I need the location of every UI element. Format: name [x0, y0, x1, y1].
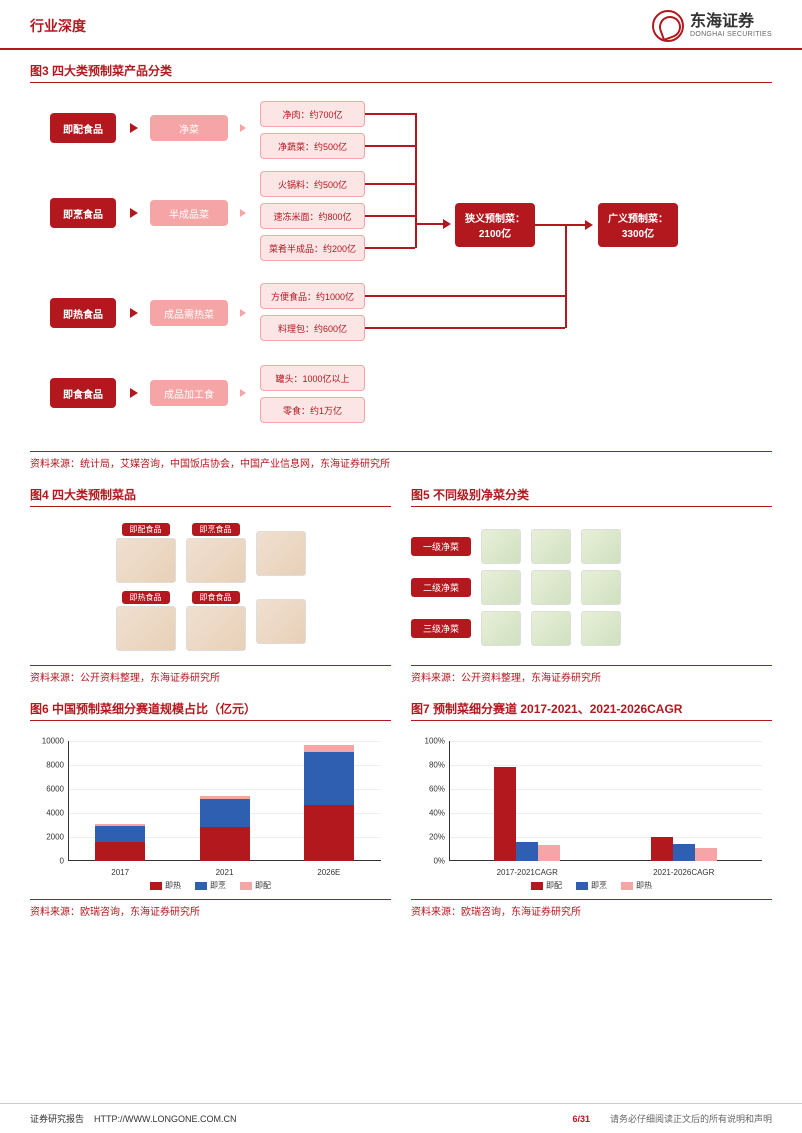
fig4-title: 图4 四大类预制菜品: [30, 486, 391, 507]
food-image: [116, 606, 176, 651]
fig5-title: 图5 不同级别净菜分类: [411, 486, 772, 507]
fc-sub-1: 净菜: [150, 115, 228, 141]
arrow-icon: [240, 124, 246, 132]
fig3-title: 图3 四大类预制菜产品分类: [30, 62, 772, 83]
fig7-source: 资料来源：欧瑞咨询，东海证券研究所: [411, 899, 772, 918]
arrow-icon: [443, 219, 451, 229]
fc-detail: 罐头：1000亿以上: [260, 365, 365, 391]
veg-image: [581, 570, 621, 605]
fc-detail: 净肉：约700亿: [260, 101, 365, 127]
arrow-icon: [130, 208, 138, 218]
fc-detail: 零食：约1万亿: [260, 397, 365, 423]
page-header: 行业深度 东海证券 DONGHAI SECURITIES: [0, 0, 802, 50]
fig6-title: 图6 中国预制菜细分赛道规模占比（亿元）: [30, 700, 391, 721]
food-image: [116, 538, 176, 583]
veg-image: [581, 529, 621, 564]
fc-narrow: 狭义预制菜：2100亿: [455, 203, 535, 247]
arrow-icon: [585, 220, 593, 230]
arrow-icon: [130, 388, 138, 398]
fig4-source: 资料来源：公开资料整理，东海证券研究所: [30, 665, 391, 684]
food-image: [256, 531, 306, 576]
veg-image: [581, 611, 621, 646]
footer-report-label: 证券研究报告: [30, 1114, 84, 1124]
food-image: [256, 599, 306, 644]
header-title: 行业深度: [30, 16, 652, 36]
veg-image: [531, 570, 571, 605]
arrow-icon: [240, 309, 246, 317]
fig4-content: 即配食品 即烹食品 即热食品 即食食品: [30, 517, 391, 657]
fc-detail: 火锅料：约500亿: [260, 171, 365, 197]
fc-cat-4: 即食食品: [50, 378, 116, 408]
fc-broad: 广义预制菜：3300亿: [598, 203, 678, 247]
fc-detail: 净蔬菜：约500亿: [260, 133, 365, 159]
arrow-icon: [130, 123, 138, 133]
logo-cn: 东海证券: [690, 13, 772, 31]
fc-detail: 料理包：约600亿: [260, 315, 365, 341]
footer-disclaimer: 请务必仔细阅读正文后的所有说明和声明: [610, 1114, 772, 1124]
fc-detail: 速冻米面：约800亿: [260, 203, 365, 229]
veg-image: [481, 570, 521, 605]
veg-image: [531, 529, 571, 564]
food-image: [186, 606, 246, 651]
arrow-icon: [240, 209, 246, 217]
fig7-title: 图7 预制菜细分赛道 2017-2021、2021-2026CAGR: [411, 700, 772, 721]
brand-logo: 东海证券 DONGHAI SECURITIES: [652, 10, 772, 42]
arrow-icon: [240, 389, 246, 397]
fig6-chart: 0200040006000800010000201720212026E即热即烹即…: [30, 731, 391, 891]
fc-cat-1: 即配食品: [50, 113, 116, 143]
page-footer: 证券研究报告 HTTP://WWW.LONGONE.COM.CN 6/31 请务…: [0, 1103, 802, 1133]
fc-sub-3: 成品需热菜: [150, 300, 228, 326]
fc-sub-4: 成品加工食: [150, 380, 228, 406]
fc-sub-2: 半成品菜: [150, 200, 228, 226]
veg-image: [481, 611, 521, 646]
veg-image: [481, 529, 521, 564]
logo-en: DONGHAI SECURITIES: [690, 31, 772, 39]
arrow-icon: [130, 308, 138, 318]
fig3-source: 资料来源：统计局，艾媒咨询，中国饭店协会，中国产业信息网，东海证券研究所: [30, 451, 772, 470]
fig7-chart: 0%20%40%60%80%100%2017-2021CAGR2021-2026…: [411, 731, 772, 891]
fig5-content: 一级净菜 二级净菜 三级净菜: [411, 517, 772, 657]
food-image: [186, 538, 246, 583]
fig6-source: 资料来源：欧瑞咨询，东海证券研究所: [30, 899, 391, 918]
fc-detail: 菜肴半成品：约200亿: [260, 235, 365, 261]
fc-cat-2: 即烹食品: [50, 198, 116, 228]
veg-image: [531, 611, 571, 646]
fig5-source: 资料来源：公开资料整理，东海证券研究所: [411, 665, 772, 684]
fc-detail: 方便食品：约1000亿: [260, 283, 365, 309]
fc-cat-3: 即热食品: [50, 298, 116, 328]
logo-icon: [652, 10, 684, 42]
page-number: 6/31: [572, 1114, 590, 1124]
fig3-flowchart: 即配食品 即烹食品 即热食品 即食食品 净菜 半成品菜 成品需热菜 成品加工食 …: [30, 93, 772, 443]
footer-url: HTTP://WWW.LONGONE.COM.CN: [94, 1114, 237, 1124]
